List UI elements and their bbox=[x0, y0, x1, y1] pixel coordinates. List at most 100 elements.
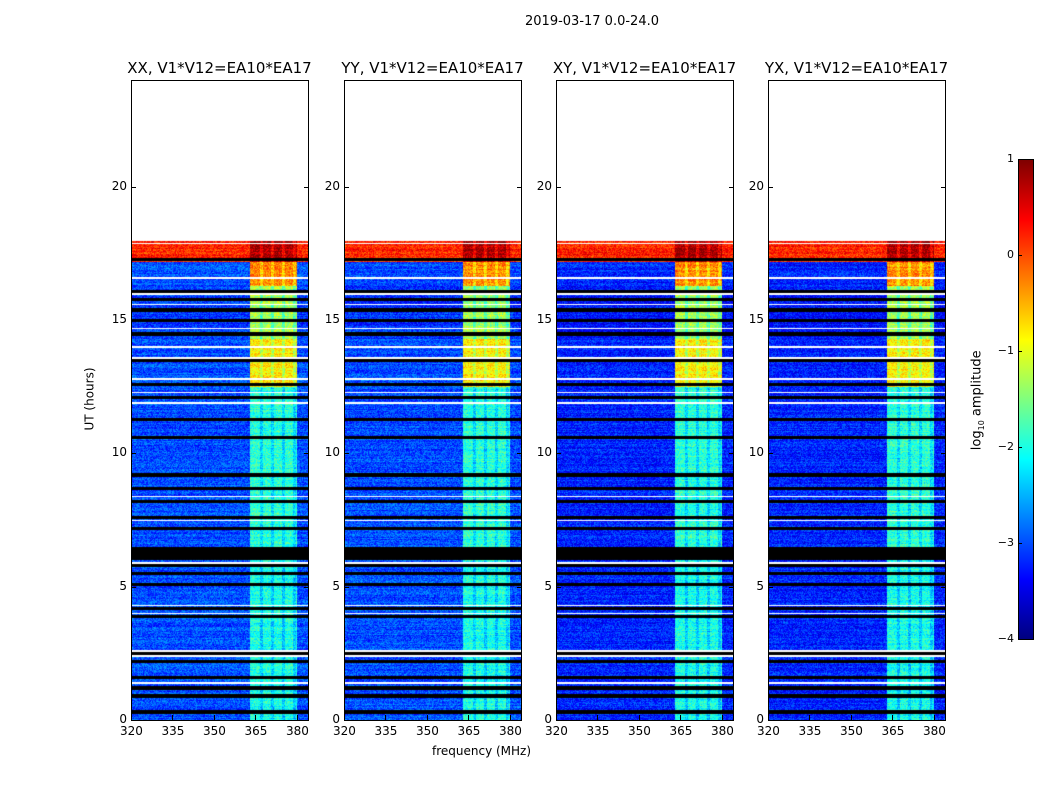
y-tick bbox=[344, 186, 349, 188]
heatmap-panel bbox=[344, 80, 522, 721]
y-tick-label: 15 bbox=[324, 312, 340, 326]
y-tick bbox=[729, 586, 734, 588]
y-tick bbox=[344, 586, 349, 588]
y-tick bbox=[556, 586, 561, 588]
colorbar-tick bbox=[1018, 447, 1022, 448]
x-tick bbox=[597, 715, 599, 720]
x-tick-label: 320 bbox=[333, 724, 356, 738]
x-tick-label: 380 bbox=[498, 724, 522, 738]
x-tick bbox=[892, 715, 894, 720]
x-tick bbox=[255, 715, 257, 720]
heatmap-panel bbox=[556, 80, 734, 721]
x-tick bbox=[768, 715, 769, 720]
y-tick bbox=[131, 720, 136, 721]
colorbar bbox=[1018, 159, 1034, 640]
y-tick-label: 20 bbox=[536, 178, 552, 193]
x-tick-label: 350 bbox=[627, 724, 651, 738]
y-tick bbox=[131, 453, 136, 455]
x-tick bbox=[809, 715, 811, 720]
x-tick bbox=[296, 715, 298, 720]
x-tick bbox=[721, 715, 723, 720]
colorbar-tick bbox=[1018, 351, 1022, 352]
colorbar-tick bbox=[1018, 543, 1022, 544]
x-tick bbox=[680, 715, 682, 720]
colorbar-label-sub: 10 bbox=[977, 420, 987, 431]
x-tick bbox=[172, 715, 174, 720]
y-tick bbox=[941, 586, 946, 588]
y-tick bbox=[768, 586, 773, 588]
x-tick bbox=[468, 715, 470, 720]
x-tick-label: 320 bbox=[545, 724, 568, 738]
x-tick-label: 380 bbox=[710, 724, 734, 738]
heatmap-image bbox=[345, 81, 521, 720]
colorbar-tick-label: −4 bbox=[997, 632, 1014, 645]
colorbar-tick-label: −1 bbox=[997, 344, 1014, 357]
colorbar-tick-label: −2 bbox=[997, 440, 1014, 453]
y-tick bbox=[768, 186, 773, 188]
x-tick-label: 380 bbox=[285, 724, 309, 738]
colorbar-label-prefix: log bbox=[969, 430, 985, 451]
y-tick bbox=[768, 320, 773, 321]
y-tick bbox=[729, 453, 734, 455]
y-tick-label: 0 bbox=[119, 712, 127, 726]
heatmap-image bbox=[557, 81, 733, 720]
y-tick-label: 0 bbox=[544, 712, 552, 726]
y-tick bbox=[344, 720, 349, 721]
y-tick bbox=[304, 186, 309, 188]
y-tick bbox=[556, 186, 561, 188]
x-tick bbox=[556, 715, 557, 720]
x-tick-label: 365 bbox=[457, 724, 481, 738]
y-tick bbox=[131, 186, 136, 188]
x-tick bbox=[933, 715, 935, 720]
y-tick bbox=[729, 186, 734, 188]
y-tick bbox=[517, 320, 522, 321]
x-axis-label: frequency (MHz) bbox=[432, 744, 532, 758]
y-tick bbox=[729, 720, 734, 721]
y-tick bbox=[941, 320, 946, 321]
y-tick bbox=[131, 320, 136, 321]
y-tick bbox=[556, 720, 561, 721]
y-tick bbox=[556, 320, 561, 321]
y-tick-label: 10 bbox=[536, 445, 552, 460]
y-tick bbox=[304, 453, 309, 455]
x-tick bbox=[426, 715, 428, 720]
colorbar-tick bbox=[1018, 159, 1022, 160]
y-tick-label: 5 bbox=[332, 578, 340, 593]
x-tick-label: 365 bbox=[244, 724, 268, 738]
colorbar-tick-label: −3 bbox=[997, 536, 1014, 549]
heatmap-panel bbox=[768, 80, 946, 721]
heatmap-panel bbox=[131, 80, 309, 721]
x-tick-label: 350 bbox=[202, 724, 226, 738]
x-tick-label: 380 bbox=[922, 724, 946, 738]
colorbar-label-suffix: amplitude bbox=[969, 350, 985, 421]
y-tick bbox=[941, 453, 946, 455]
y-tick-label: 5 bbox=[756, 578, 764, 593]
y-tick bbox=[941, 720, 946, 721]
y-tick-label: 10 bbox=[111, 445, 127, 460]
x-tick-label: 335 bbox=[161, 724, 185, 738]
y-tick bbox=[517, 453, 522, 455]
panel-title: XY, V1*V12=EA10*EA17 bbox=[552, 59, 737, 77]
y-tick-label: 20 bbox=[111, 178, 127, 193]
x-tick-label: 365 bbox=[881, 724, 905, 738]
x-tick bbox=[850, 715, 852, 720]
colorbar-tick-label: 0 bbox=[1007, 248, 1014, 261]
y-tick-label: 5 bbox=[119, 578, 127, 593]
y-tick bbox=[131, 586, 136, 588]
panel-title: YY, V1*V12=EA10*EA17 bbox=[341, 59, 524, 77]
colorbar-tick bbox=[1018, 639, 1022, 640]
y-tick-label: 5 bbox=[544, 578, 552, 593]
panel-title: YX, V1*V12=EA10*EA17 bbox=[764, 59, 949, 77]
y-tick-label: 15 bbox=[748, 312, 764, 326]
y-tick bbox=[517, 720, 522, 721]
heatmap-image bbox=[769, 81, 945, 720]
y-tick-label: 0 bbox=[756, 712, 764, 726]
y-tick-label: 0 bbox=[332, 712, 340, 726]
x-tick-label: 350 bbox=[839, 724, 863, 738]
x-tick-label: 350 bbox=[415, 724, 439, 738]
x-tick bbox=[344, 715, 345, 720]
y-tick bbox=[344, 320, 349, 321]
y-tick bbox=[729, 320, 734, 321]
y-tick bbox=[768, 453, 773, 455]
